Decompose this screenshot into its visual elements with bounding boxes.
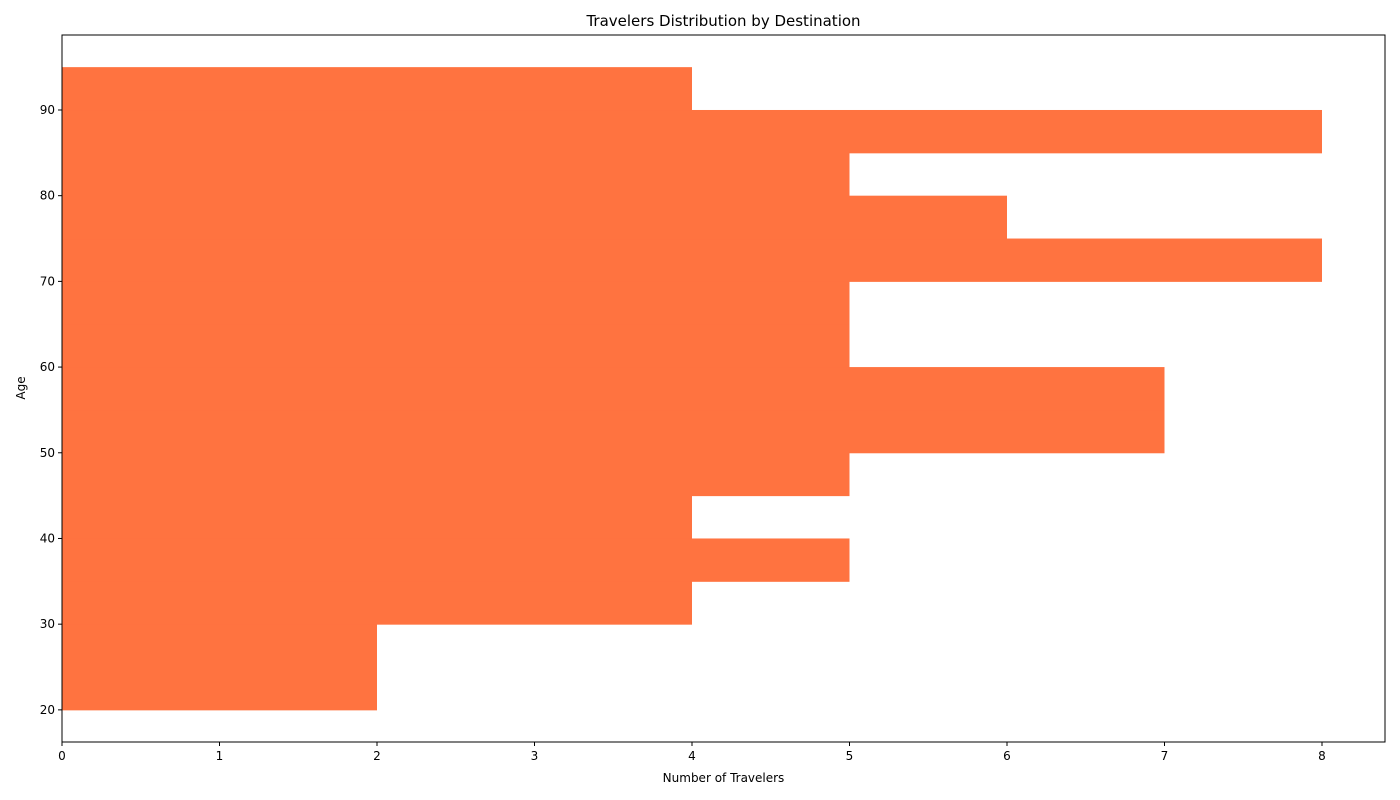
bar-age-90-95 — [62, 67, 692, 111]
bar-age-20-25 — [62, 667, 377, 711]
bar-age-70-75 — [62, 238, 1322, 282]
y-tick-label: 80 — [40, 189, 55, 203]
bar-age-35-40 — [62, 538, 850, 582]
x-tick-label: 4 — [688, 749, 696, 763]
y-tick-label: 70 — [40, 274, 55, 288]
y-tick-label: 30 — [40, 617, 55, 631]
bar-age-55-60 — [62, 367, 1165, 411]
bar-age-50-55 — [62, 409, 1165, 454]
y-tick-label: 40 — [40, 531, 55, 545]
bar-age-85-90 — [62, 109, 1322, 154]
y-tick-label: 20 — [40, 703, 55, 717]
y-tick-label: 90 — [40, 103, 55, 117]
x-axis-label: Number of Travelers — [663, 771, 785, 785]
bar-age-75-80 — [62, 195, 1007, 240]
bar-age-65-70 — [62, 281, 850, 325]
x-tick-label: 3 — [531, 749, 539, 763]
y-tick-label: 60 — [40, 360, 55, 374]
y-axis-ticks: 20 30 40 50 60 70 80 90 — [40, 103, 62, 717]
x-tick-label: 1 — [216, 749, 224, 763]
x-tick-label: 6 — [1003, 749, 1011, 763]
x-tick-label: 8 — [1318, 749, 1326, 763]
bar-age-60-65 — [62, 324, 850, 368]
bar-age-25-30 — [62, 624, 377, 668]
x-tick-label: 7 — [1161, 749, 1169, 763]
bar-age-45-50 — [62, 452, 850, 497]
x-axis-ticks: 0 1 2 3 4 5 6 7 8 — [58, 742, 1326, 763]
plot-frame — [61, 34, 1386, 743]
x-tick-label: 5 — [846, 749, 854, 763]
bar-age-80-85 — [62, 152, 850, 197]
chart-title: Travelers Distribution by Destination — [585, 12, 860, 30]
y-tick-label: 50 — [40, 446, 55, 460]
x-tick-label: 2 — [373, 749, 381, 763]
x-tick-label: 0 — [58, 749, 66, 763]
bar-age-30-35 — [62, 581, 692, 625]
bar-age-40-45 — [62, 495, 692, 539]
y-axis-label: Age — [14, 376, 28, 399]
bars-group — [62, 67, 1322, 711]
